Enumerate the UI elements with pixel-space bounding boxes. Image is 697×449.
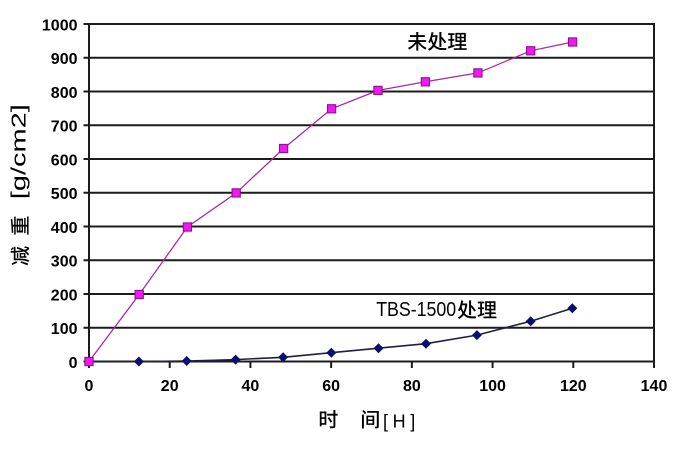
svg-text:900: 900 (51, 51, 78, 68)
svg-text:500: 500 (51, 186, 78, 203)
svg-text:0: 0 (69, 355, 78, 372)
svg-text:800: 800 (51, 85, 78, 102)
svg-text:1000: 1000 (42, 17, 78, 34)
svg-text:[g/cm2]: [g/cm2] (9, 104, 31, 199)
svg-text:0: 0 (85, 378, 94, 395)
svg-text:100: 100 (51, 321, 78, 338)
svg-text:700: 700 (51, 119, 78, 136)
svg-text:100: 100 (479, 378, 506, 395)
svg-text:200: 200 (51, 287, 78, 304)
svg-text:60: 60 (322, 378, 340, 395)
svg-text:20: 20 (161, 378, 179, 395)
svg-text:400: 400 (51, 220, 78, 237)
svg-text:40: 40 (242, 378, 260, 395)
svg-text:120: 120 (560, 378, 587, 395)
svg-text:140: 140 (641, 378, 668, 395)
svg-text:TBS-1500: TBS-1500 (376, 299, 456, 321)
svg-text:300: 300 (51, 254, 78, 271)
svg-text:[H]: [H] (383, 412, 420, 432)
svg-text:80: 80 (403, 378, 421, 395)
svg-text:600: 600 (51, 152, 78, 169)
